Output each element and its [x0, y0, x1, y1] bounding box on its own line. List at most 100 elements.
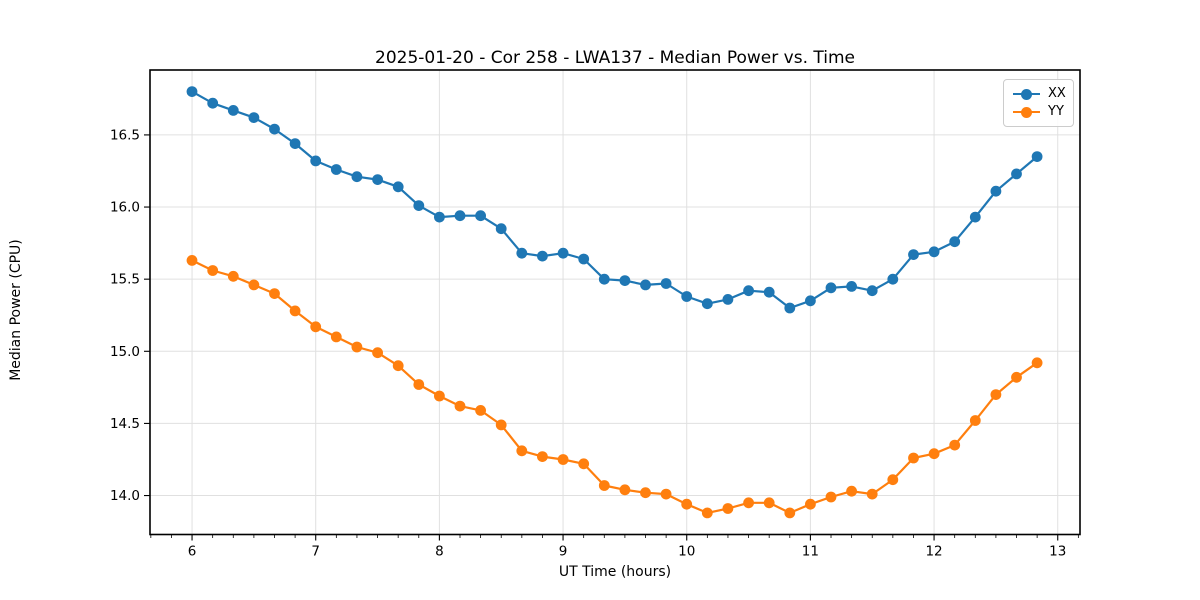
legend-marker-icon [1021, 106, 1032, 118]
data-point-YY [619, 484, 631, 496]
data-point-YY [310, 321, 322, 333]
series-line-YY [190, 259, 1039, 515]
data-point-YY [763, 497, 775, 509]
x-minor-ticks [150, 534, 1079, 538]
x-tick-label: 7 [311, 544, 320, 560]
data-point-XX [475, 210, 486, 222]
data-point-YY [495, 419, 507, 431]
legend-marker-icon [1021, 88, 1032, 100]
x-tick-label: 13 [1049, 544, 1066, 560]
data-point-XX [207, 97, 219, 109]
data-point-YY [825, 491, 837, 503]
data-point-XX [846, 281, 857, 292]
data-point-YY [186, 255, 198, 266]
data-point-XX [619, 275, 631, 286]
data-point-XX [186, 86, 198, 97]
plot-border [149, 69, 1081, 536]
major-ticks [144, 134, 1059, 541]
y-tick-label: 14.5 [110, 416, 140, 432]
data-point-YY [330, 331, 342, 343]
x-tick-label: 9 [559, 544, 568, 560]
data-point-YY [969, 415, 981, 426]
data-point-XX [598, 273, 610, 285]
data-point-XX [990, 185, 1002, 197]
data-point-YY [1031, 357, 1043, 369]
legend: XX YY [1003, 79, 1074, 127]
data-point-XX [701, 298, 713, 310]
x-tick-label: 12 [925, 544, 942, 560]
data-point-XX [351, 171, 363, 183]
data-point-XX [640, 279, 651, 291]
data-point-YY [805, 498, 816, 510]
data-point-YY [248, 279, 260, 291]
data-point-YY [372, 347, 383, 359]
data-point-YY [537, 451, 548, 462]
legend-sample-yy [1013, 103, 1040, 121]
data-point-XX [908, 249, 919, 260]
y-tick-label: 15.5 [110, 272, 140, 288]
series-markers-XX [186, 86, 1043, 314]
data-point-YY [722, 503, 734, 514]
data-point-XX [866, 285, 878, 297]
data-point-XX [969, 211, 981, 223]
data-point-YY [578, 458, 590, 470]
data-point-YY [392, 360, 404, 372]
y-tick-label: 15.0 [110, 344, 140, 360]
data-point-XX [516, 247, 528, 259]
series-XX [186, 86, 1043, 314]
data-point-XX [372, 174, 383, 186]
data-point-XX [681, 291, 693, 302]
data-point-YY [516, 445, 528, 457]
series-line-XX [190, 90, 1039, 310]
data-point-YY [784, 507, 796, 519]
data-point-YY [681, 498, 693, 510]
data-point-YY [475, 405, 486, 416]
data-point-XX [825, 282, 837, 294]
spines [149, 69, 1081, 536]
data-point-XX [289, 138, 301, 150]
legend-item-xx: XX [1013, 85, 1066, 103]
data-point-XX [578, 253, 590, 265]
data-point-XX [660, 278, 672, 289]
data-point-XX [805, 295, 816, 307]
data-point-XX [330, 164, 342, 175]
data-point-XX [887, 273, 899, 285]
legend-label-xx: XX [1048, 86, 1066, 101]
data-point-XX [413, 200, 425, 212]
data-point-YY [846, 485, 857, 497]
x-tick-label: 10 [678, 544, 695, 560]
data-point-XX [434, 211, 445, 223]
chart-title: 2025-01-20 - Cor 258 - LWA137 - Median P… [375, 48, 855, 68]
data-point-XX [392, 181, 404, 193]
data-point-YY [289, 305, 301, 317]
x-axis-label: UT Time (hours) [558, 564, 672, 580]
data-point-XX [722, 294, 734, 305]
data-point-XX [763, 286, 775, 298]
data-point-XX [949, 236, 961, 248]
data-point-YY [269, 288, 280, 299]
x-tick-label: 11 [802, 544, 819, 560]
x-tick-label: 6 [188, 544, 197, 560]
data-point-XX [557, 247, 569, 259]
data-point-YY [598, 480, 610, 491]
data-point-XX [743, 285, 754, 297]
data-point-YY [743, 497, 754, 509]
legend-item-yy: YY [1013, 103, 1065, 121]
data-point-YY [434, 390, 445, 402]
data-point-YY [908, 452, 919, 464]
data-point-YY [866, 488, 878, 500]
data-point-XX [248, 112, 260, 123]
legend-label-yy: YY [1048, 104, 1064, 119]
data-point-YY [454, 400, 466, 412]
data-point-YY [413, 379, 425, 390]
series-markers-YY [186, 255, 1043, 519]
data-point-YY [207, 265, 219, 276]
data-point-XX [454, 210, 466, 222]
data-point-YY [557, 454, 569, 465]
data-point-XX [310, 155, 322, 167]
x-tick-label: 8 [435, 544, 444, 560]
data-point-YY [660, 488, 672, 500]
data-point-YY [640, 487, 651, 499]
data-point-YY [928, 448, 940, 460]
y-tick-label: 14.0 [110, 488, 140, 504]
